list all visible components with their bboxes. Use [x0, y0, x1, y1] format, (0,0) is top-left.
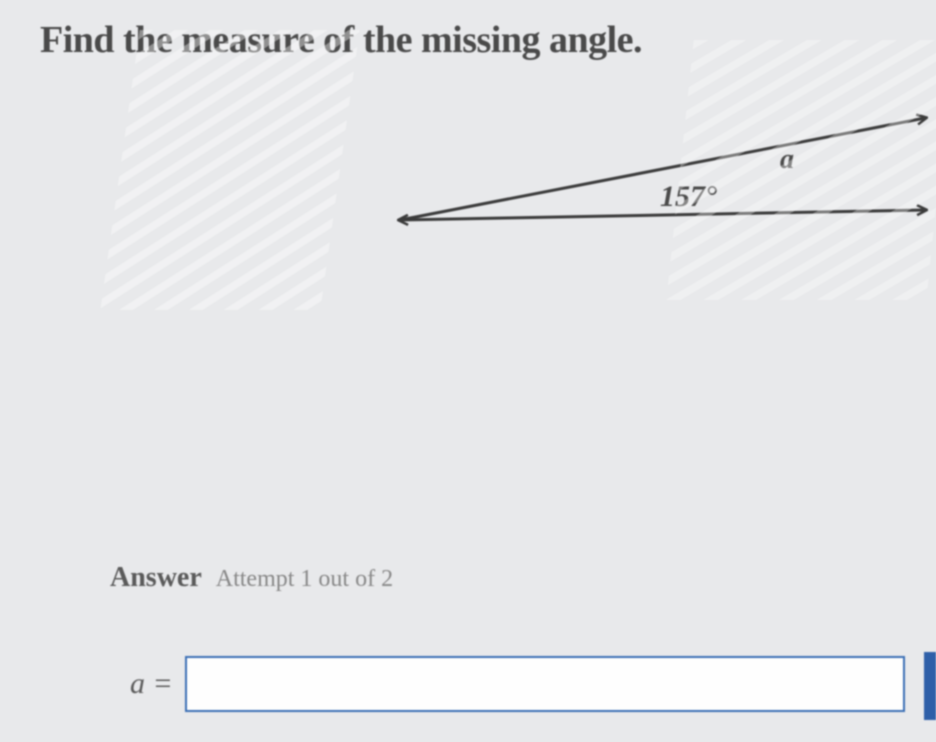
angle-diagram	[390, 110, 930, 340]
answer-label: Answer	[110, 562, 202, 593]
attempt-counter: Attempt 1 out of 2	[216, 566, 393, 592]
submit-button[interactable]	[924, 652, 936, 720]
screen-glare	[100, 30, 359, 310]
question-prompt: Find the measure of the missing angle.	[40, 18, 642, 62]
answer-section: Answer Attempt 1 out of 2	[110, 562, 393, 594]
diagram-svg	[390, 110, 930, 340]
answer-input[interactable]	[185, 656, 905, 712]
unknown-angle-label: a	[780, 144, 794, 176]
known-angle-label: 157°	[660, 180, 717, 214]
variable-label: a =	[130, 667, 173, 701]
answer-input-row: a =	[130, 656, 905, 712]
